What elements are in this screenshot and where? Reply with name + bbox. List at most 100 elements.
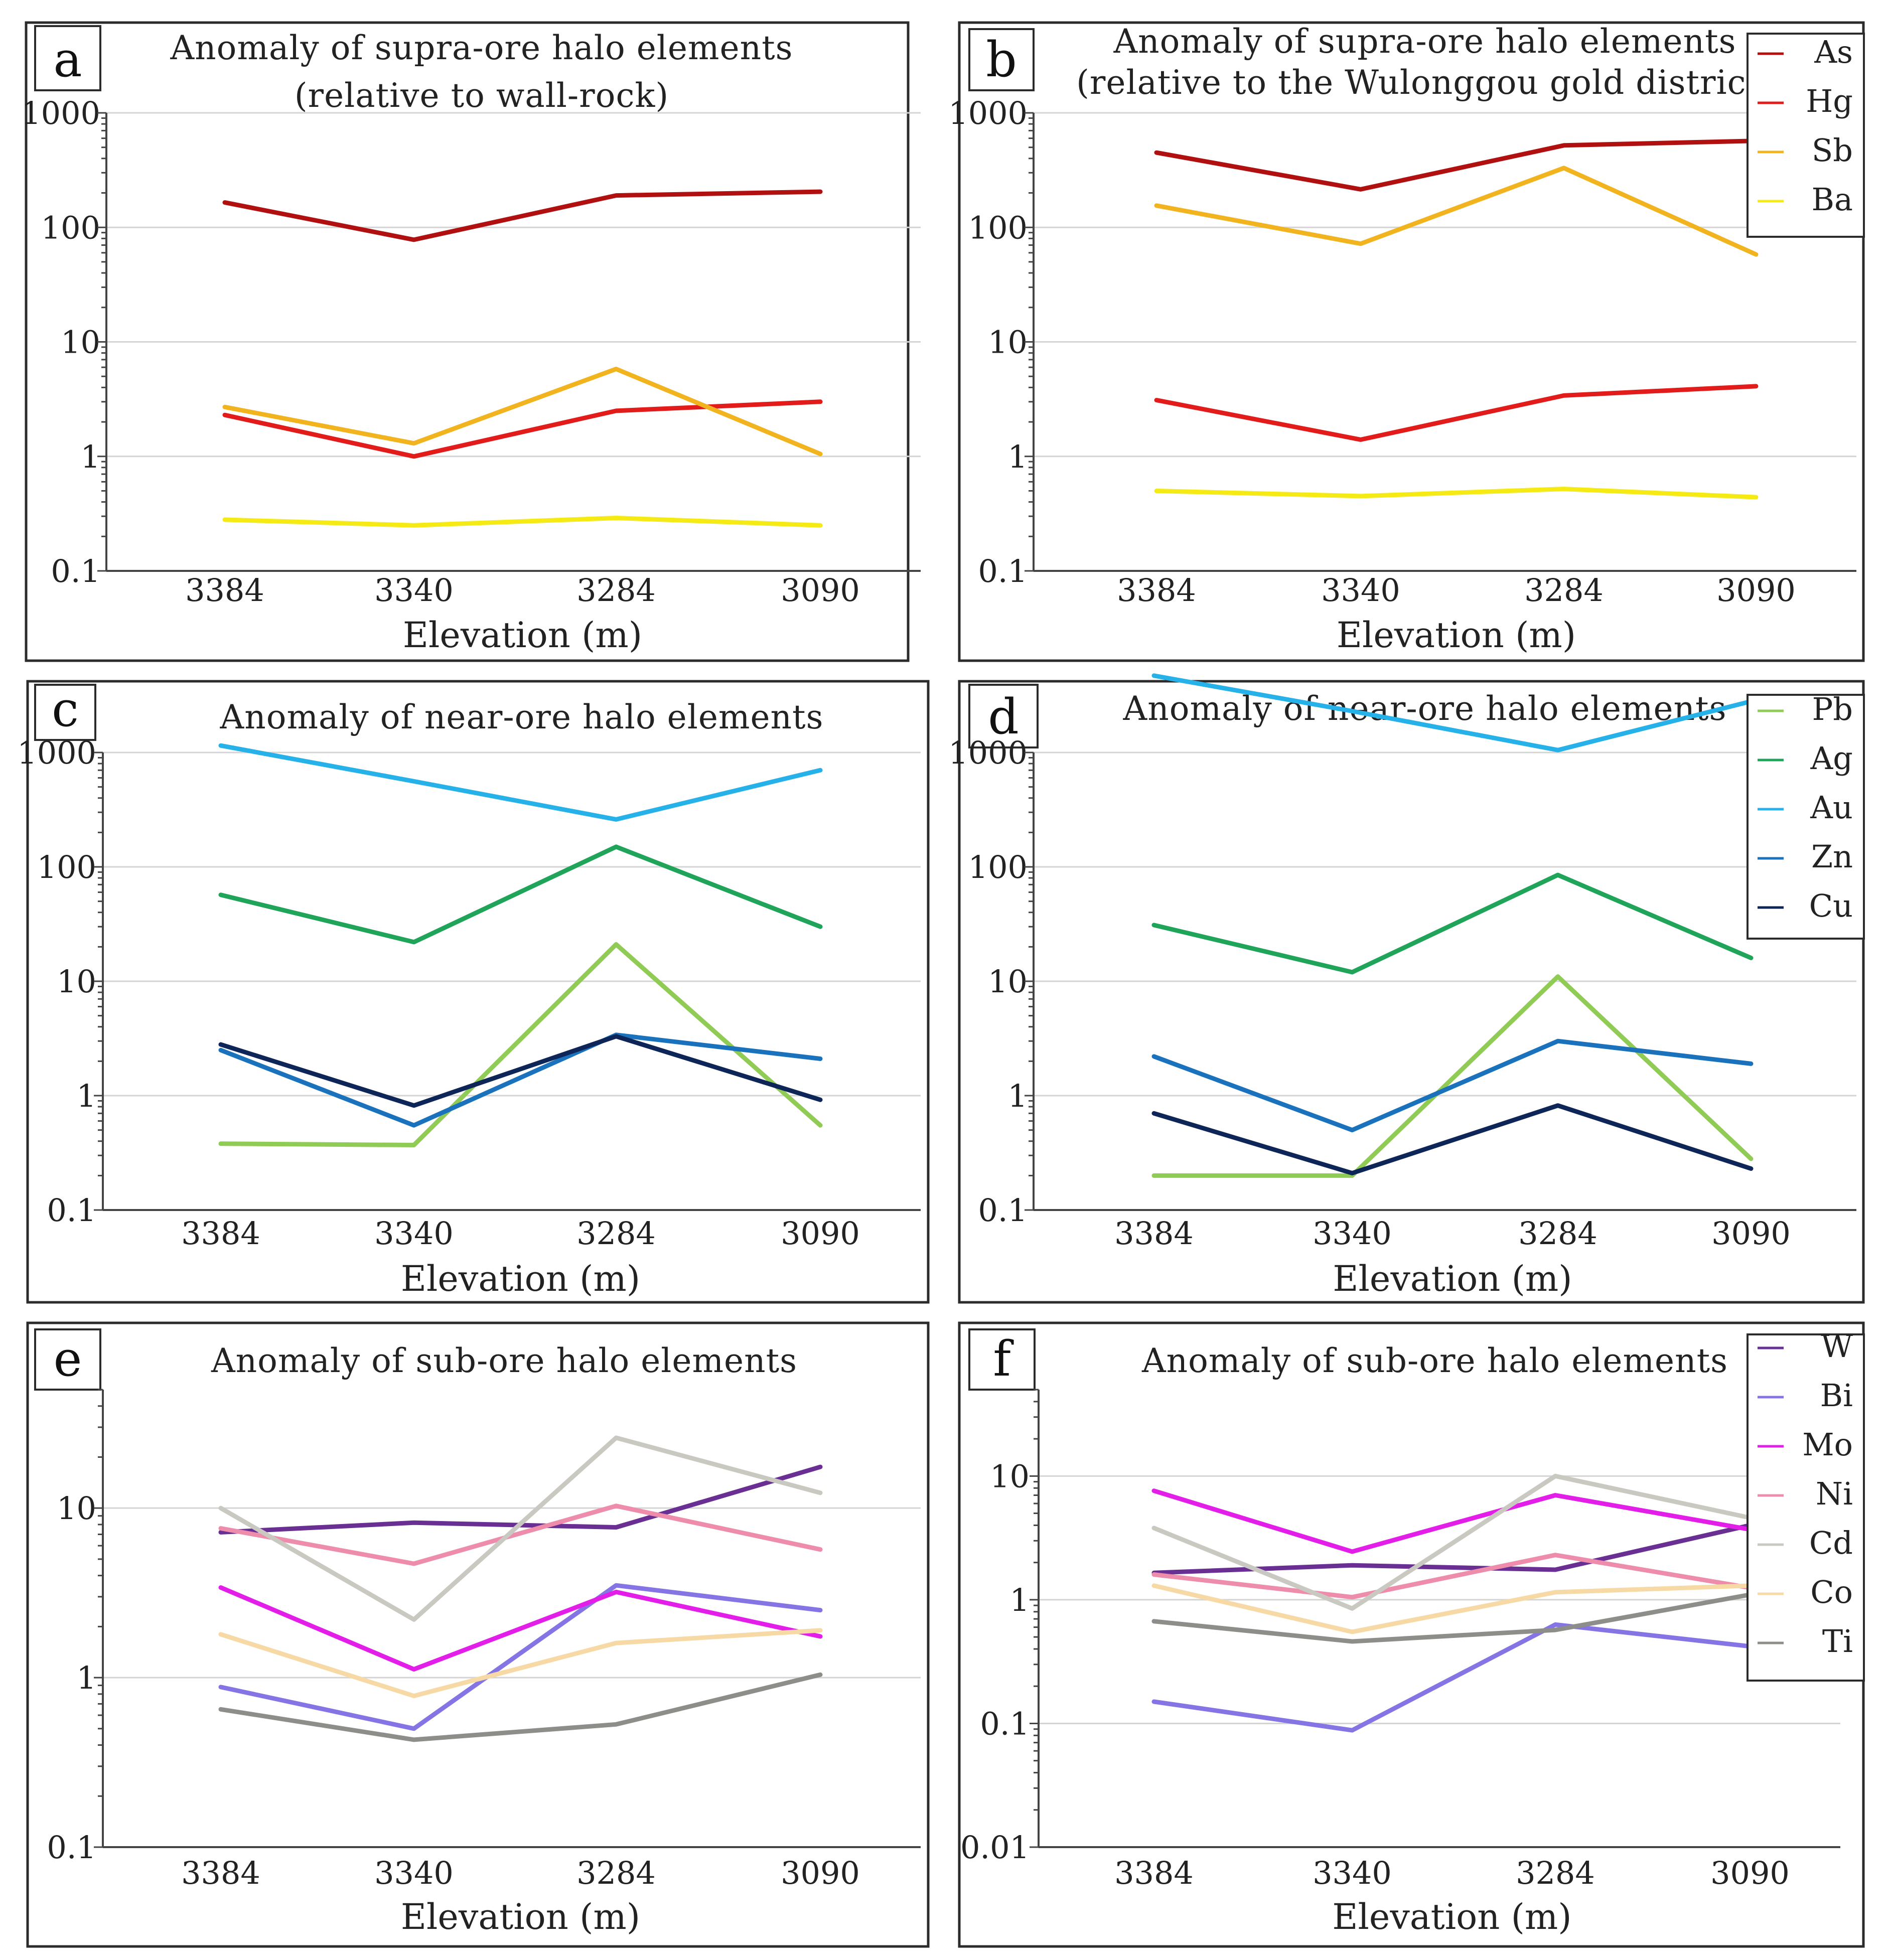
y-tick-label: 10 bbox=[990, 1458, 1030, 1494]
legend bbox=[1747, 1333, 1865, 1682]
panel-frame bbox=[958, 21, 1865, 662]
legend-label-ba: Ba bbox=[1811, 181, 1853, 218]
series-line-cu bbox=[1151, 1103, 1754, 1175]
panel-label: e bbox=[54, 1331, 82, 1387]
y-tick-label: 10 bbox=[57, 963, 96, 1000]
y-tick-label: 10 bbox=[988, 963, 1028, 1000]
y-tick-label: 10 bbox=[57, 1490, 96, 1527]
legend-label-mo: Mo bbox=[1802, 1426, 1853, 1463]
y-tick-label: 100 bbox=[37, 849, 96, 885]
legend-label-cu: Cu bbox=[1809, 887, 1853, 924]
panel-frame bbox=[26, 1321, 930, 1948]
panel-f: f Anomaly of sub-ore halo elements 0.01 0.1… bbox=[958, 1321, 1865, 1948]
legend-label-w: W bbox=[1821, 1328, 1853, 1365]
panel-frame bbox=[26, 680, 930, 1304]
y-tick-label: 1000 bbox=[21, 95, 100, 131]
x-tick-label: 3284 bbox=[1516, 1855, 1595, 1891]
panel-label-box bbox=[968, 684, 1039, 748]
series-line-w bbox=[218, 1464, 823, 1535]
x-axis-label: Elevation (m) bbox=[1333, 1258, 1572, 1299]
panel-label-box bbox=[34, 1328, 101, 1391]
panel-label: b bbox=[986, 32, 1016, 88]
legend-label-sb: Sb bbox=[1812, 132, 1853, 169]
x-tick-label: 3340 bbox=[374, 572, 454, 609]
series-line-ag bbox=[1151, 872, 1754, 975]
legend-label-pb: Pb bbox=[1812, 691, 1853, 727]
series-line-au bbox=[1151, 673, 1754, 752]
x-tick-label: 3284 bbox=[1518, 1215, 1597, 1252]
x-tick-label: 3090 bbox=[1711, 1215, 1791, 1252]
y-tick-label: 10 bbox=[61, 324, 100, 361]
y-tick-label: 1 bbox=[1010, 1582, 1030, 1618]
x-tick-label: 3090 bbox=[1716, 572, 1796, 609]
series-line-zn bbox=[218, 1032, 823, 1128]
panel-title: Anomaly of sub-ore halo elements bbox=[1141, 1341, 1728, 1380]
y-tick-label: 0.1 bbox=[978, 1192, 1028, 1229]
x-tick-label: 3284 bbox=[576, 1855, 656, 1891]
legend-label-ti: Ti bbox=[1822, 1623, 1853, 1660]
series-line-ni bbox=[1151, 1553, 1753, 1600]
panel-label: d bbox=[988, 689, 1019, 745]
y-tick-label: 0.1 bbox=[47, 1829, 96, 1866]
x-tick-label: 3284 bbox=[576, 1215, 656, 1252]
legend bbox=[1747, 33, 1865, 238]
series-line-ti bbox=[218, 1672, 823, 1742]
legend-label-ni: Ni bbox=[1816, 1475, 1853, 1512]
x-axis-label: Elevation (m) bbox=[401, 1896, 640, 1937]
x-axis-label: Elevation (m) bbox=[401, 1258, 640, 1299]
y-tick-label: 0.1 bbox=[47, 1192, 96, 1229]
series-line-zn bbox=[1151, 1038, 1754, 1133]
panel-frame bbox=[958, 680, 1865, 1304]
panel-e: e Anomaly of sub-ore halo elements 0.1 1 10 3… bbox=[26, 1321, 930, 1948]
x-tick-label: 3284 bbox=[1524, 572, 1604, 609]
panel-title: Anomaly of near-ore halo elements bbox=[1123, 689, 1727, 728]
series-line-mo bbox=[1151, 1488, 1753, 1554]
legend-label-cd: Cd bbox=[1809, 1525, 1853, 1561]
series-line-hg bbox=[1154, 384, 1759, 442]
x-tick-label: 3384 bbox=[185, 572, 264, 609]
x-axis-label: Elevation (m) bbox=[1337, 615, 1576, 656]
series-line-cd bbox=[1151, 1473, 1753, 1611]
panel-title: Anomaly of sub-ore halo elements bbox=[211, 1341, 797, 1380]
series-line-as bbox=[222, 189, 823, 242]
y-tick-label: 0.1 bbox=[51, 553, 100, 589]
x-tick-label: 3340 bbox=[374, 1215, 454, 1252]
panel-label-box bbox=[34, 25, 101, 91]
panel-label-box bbox=[968, 28, 1035, 91]
y-tick-label: 1 bbox=[1008, 1078, 1028, 1114]
series-line-cd bbox=[218, 1435, 823, 1622]
x-tick-label: 3384 bbox=[1114, 1855, 1194, 1891]
legend-label-ag: Ag bbox=[1810, 740, 1853, 777]
series-line-as bbox=[1154, 138, 1759, 192]
panel-title: Anomaly of near-ore halo elements bbox=[220, 698, 824, 736]
series-line-bi bbox=[1151, 1622, 1753, 1733]
panel-d: d Anomaly of near-ore halo elements 0.1 1 10… bbox=[948, 673, 1865, 1304]
y-tick-label: 0.01 bbox=[960, 1829, 1030, 1866]
y-tick-label: 1 bbox=[77, 1660, 96, 1696]
x-tick-label: 3090 bbox=[781, 572, 860, 609]
x-tick-label: 3340 bbox=[1321, 572, 1400, 609]
panel-label-box bbox=[968, 1328, 1036, 1391]
x-axis-label: Elevation (m) bbox=[403, 615, 642, 656]
panel-title: Anomaly of supra-ore halo elements bbox=[170, 29, 793, 67]
legend-label-zn: Zn bbox=[1811, 838, 1853, 875]
series-line-bi bbox=[218, 1583, 823, 1731]
legend-label-hg: Hg bbox=[1806, 83, 1853, 119]
panel-b: b Anomaly of supra-ore halo elements(rela… bbox=[948, 21, 1865, 662]
x-tick-label: 3284 bbox=[576, 572, 656, 609]
panel-label: a bbox=[53, 32, 82, 88]
series-line-pb bbox=[1151, 974, 1754, 1178]
x-tick-label: 3090 bbox=[781, 1855, 860, 1891]
y-tick-label: 1 bbox=[1008, 438, 1028, 475]
x-tick-label: 3384 bbox=[1114, 1215, 1194, 1252]
x-tick-label: 3340 bbox=[374, 1855, 454, 1891]
panel-c: c Anomaly of near-ore halo elements 0.1 1 10… bbox=[17, 680, 930, 1304]
y-tick-label: 1 bbox=[81, 438, 100, 475]
y-tick-label: 100 bbox=[968, 849, 1028, 885]
legend-label-bi: Bi bbox=[1820, 1377, 1853, 1414]
series-line-sb bbox=[1154, 166, 1759, 257]
legend-label-co: Co bbox=[1810, 1574, 1853, 1610]
series-line-ba bbox=[222, 516, 823, 528]
series-line-ni bbox=[218, 1503, 823, 1566]
